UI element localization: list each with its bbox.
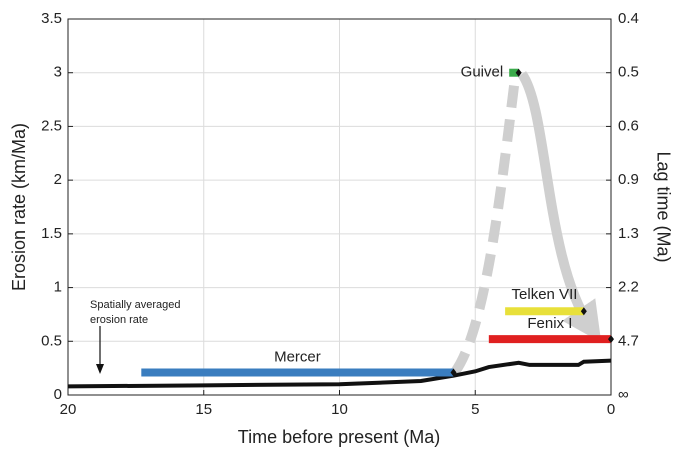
y-tick-label: 1 bbox=[54, 279, 62, 296]
y2-tick-label: 1.3 bbox=[618, 225, 639, 242]
end-marker bbox=[450, 368, 457, 377]
x-tick-label: 5 bbox=[471, 401, 479, 418]
end-marker bbox=[580, 307, 587, 316]
erosion-line bbox=[67, 358, 612, 389]
series-label: Guivel bbox=[461, 64, 504, 81]
y-tick-label: 3.5 bbox=[41, 10, 62, 27]
y2-tick-label: 0.9 bbox=[618, 171, 639, 188]
series-label: Telken VII bbox=[512, 286, 578, 303]
y-tick-label: 0 bbox=[54, 386, 62, 403]
y2-tick-label: 4.7 bbox=[618, 332, 639, 349]
series-label: Fenix I bbox=[527, 315, 572, 332]
x-tick-label: 10 bbox=[331, 401, 348, 418]
dashed-arrow bbox=[450, 77, 520, 375]
y2-tick-label: 0.5 bbox=[618, 64, 639, 81]
y-tick-label: 1.5 bbox=[41, 225, 62, 242]
end-marker bbox=[515, 68, 522, 77]
x-axis-label: Time before present (Ma) bbox=[238, 427, 440, 447]
annotation: erosion rate bbox=[90, 314, 148, 326]
y2-tick-label: ∞ bbox=[618, 386, 629, 403]
y2-tick-label: 0.4 bbox=[618, 10, 639, 27]
y-tick-label: 3 bbox=[54, 64, 62, 81]
x-tick-label: 20 bbox=[60, 401, 77, 418]
x-tick-label: 15 bbox=[195, 401, 212, 418]
y-tick-label: 0.5 bbox=[41, 332, 62, 349]
y-axis-label: Erosion rate (km/Ma) bbox=[9, 123, 29, 291]
y-tick-label: 2.5 bbox=[41, 117, 62, 134]
x-tick-label: 0 bbox=[607, 401, 615, 418]
end-marker bbox=[608, 335, 614, 344]
y2-axis-label: Lag time (Ma) bbox=[653, 151, 673, 262]
y2-tick-label: 0.6 bbox=[618, 117, 639, 134]
y2-tick-label: 2.2 bbox=[618, 279, 639, 296]
solid-arrow bbox=[517, 71, 602, 343]
plot-frame bbox=[67, 18, 612, 396]
annotation: Spatially averaged bbox=[90, 299, 181, 311]
series-label: Mercer bbox=[274, 348, 321, 365]
annotation-arrowhead bbox=[96, 364, 104, 374]
y-tick-label: 2 bbox=[54, 171, 62, 188]
